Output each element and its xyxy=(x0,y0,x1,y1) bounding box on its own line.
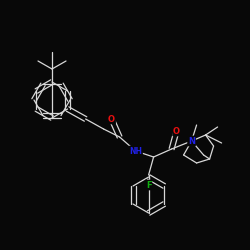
Text: O: O xyxy=(108,114,115,124)
Text: O: O xyxy=(173,126,180,136)
Text: F: F xyxy=(146,180,152,190)
Text: N: N xyxy=(188,136,195,145)
Text: NH: NH xyxy=(129,146,142,156)
